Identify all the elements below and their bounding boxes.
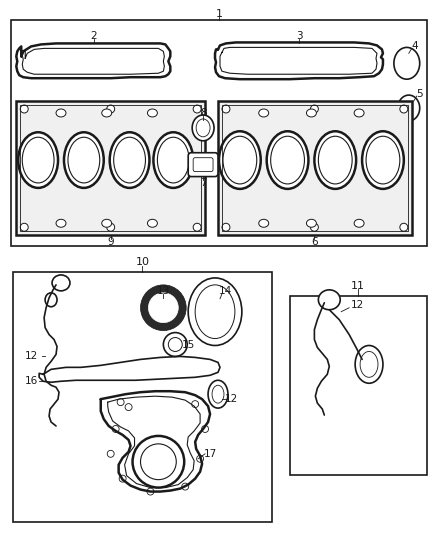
Text: 12: 12 bbox=[350, 300, 364, 310]
Text: 5: 5 bbox=[417, 89, 423, 99]
Ellipse shape bbox=[193, 223, 201, 231]
Ellipse shape bbox=[182, 483, 189, 490]
Ellipse shape bbox=[311, 105, 318, 113]
Ellipse shape bbox=[222, 223, 230, 231]
Text: 3: 3 bbox=[296, 31, 303, 42]
Text: 17: 17 bbox=[203, 449, 217, 459]
Ellipse shape bbox=[271, 136, 304, 184]
Ellipse shape bbox=[112, 425, 119, 432]
Bar bbox=[11, 20, 427, 246]
Ellipse shape bbox=[259, 219, 268, 227]
Ellipse shape bbox=[153, 132, 193, 188]
Ellipse shape bbox=[400, 105, 408, 113]
Ellipse shape bbox=[188, 278, 242, 345]
Ellipse shape bbox=[64, 132, 104, 188]
Bar bbox=[290, 296, 427, 475]
Ellipse shape bbox=[314, 131, 356, 189]
Ellipse shape bbox=[192, 401, 198, 408]
FancyBboxPatch shape bbox=[188, 153, 218, 176]
Text: 12: 12 bbox=[225, 394, 239, 404]
Text: 16: 16 bbox=[25, 376, 38, 386]
FancyBboxPatch shape bbox=[193, 158, 213, 172]
Text: 6: 6 bbox=[311, 237, 318, 247]
Ellipse shape bbox=[56, 109, 66, 117]
Ellipse shape bbox=[219, 131, 261, 189]
Ellipse shape bbox=[102, 219, 112, 227]
Ellipse shape bbox=[394, 47, 420, 79]
Ellipse shape bbox=[168, 337, 182, 351]
Text: 4: 4 bbox=[411, 42, 418, 51]
Ellipse shape bbox=[362, 131, 404, 189]
Ellipse shape bbox=[223, 136, 257, 184]
Text: 9: 9 bbox=[107, 237, 114, 247]
Text: 10: 10 bbox=[135, 257, 149, 267]
Ellipse shape bbox=[52, 275, 70, 291]
Ellipse shape bbox=[307, 109, 316, 117]
Ellipse shape bbox=[355, 345, 383, 383]
Ellipse shape bbox=[110, 132, 149, 188]
Ellipse shape bbox=[259, 109, 268, 117]
Text: 8: 8 bbox=[200, 108, 206, 118]
Ellipse shape bbox=[222, 105, 230, 113]
Bar bbox=[13, 272, 272, 522]
Ellipse shape bbox=[267, 131, 308, 189]
Ellipse shape bbox=[212, 385, 224, 403]
Ellipse shape bbox=[125, 403, 132, 410]
Ellipse shape bbox=[20, 105, 28, 113]
Ellipse shape bbox=[20, 223, 28, 231]
Ellipse shape bbox=[114, 137, 145, 183]
Ellipse shape bbox=[56, 219, 66, 227]
Text: 7: 7 bbox=[200, 177, 206, 188]
Ellipse shape bbox=[195, 285, 235, 338]
Bar bbox=[16, 101, 205, 235]
Ellipse shape bbox=[141, 444, 176, 480]
Ellipse shape bbox=[148, 293, 178, 322]
Ellipse shape bbox=[147, 488, 154, 495]
Ellipse shape bbox=[193, 105, 201, 113]
Ellipse shape bbox=[201, 425, 208, 432]
Text: 14: 14 bbox=[218, 286, 232, 296]
Ellipse shape bbox=[398, 95, 420, 121]
Bar bbox=[20, 105, 201, 231]
Text: 11: 11 bbox=[351, 281, 365, 291]
Ellipse shape bbox=[157, 137, 189, 183]
Text: 12: 12 bbox=[25, 351, 38, 361]
Ellipse shape bbox=[141, 285, 186, 330]
Ellipse shape bbox=[360, 351, 378, 377]
Ellipse shape bbox=[307, 219, 316, 227]
Ellipse shape bbox=[117, 399, 124, 406]
Text: 1: 1 bbox=[215, 9, 223, 19]
Ellipse shape bbox=[311, 223, 318, 231]
Ellipse shape bbox=[45, 293, 57, 307]
Ellipse shape bbox=[107, 105, 115, 113]
Ellipse shape bbox=[318, 136, 352, 184]
Ellipse shape bbox=[192, 115, 214, 141]
Ellipse shape bbox=[400, 223, 408, 231]
Ellipse shape bbox=[18, 132, 58, 188]
Ellipse shape bbox=[22, 137, 54, 183]
Text: 2: 2 bbox=[91, 31, 97, 42]
Ellipse shape bbox=[148, 219, 157, 227]
Ellipse shape bbox=[107, 450, 114, 457]
Ellipse shape bbox=[133, 436, 184, 488]
Text: 13: 13 bbox=[157, 286, 170, 296]
Ellipse shape bbox=[318, 290, 340, 310]
Ellipse shape bbox=[208, 380, 228, 408]
Ellipse shape bbox=[68, 137, 100, 183]
Ellipse shape bbox=[197, 455, 204, 462]
Ellipse shape bbox=[196, 119, 210, 137]
Ellipse shape bbox=[119, 475, 126, 482]
Ellipse shape bbox=[354, 109, 364, 117]
Bar bbox=[222, 105, 408, 231]
Ellipse shape bbox=[102, 109, 112, 117]
Ellipse shape bbox=[148, 109, 157, 117]
Ellipse shape bbox=[366, 136, 400, 184]
Ellipse shape bbox=[107, 223, 115, 231]
Ellipse shape bbox=[163, 333, 187, 357]
Bar bbox=[218, 101, 412, 235]
Text: 15: 15 bbox=[182, 340, 195, 350]
Ellipse shape bbox=[354, 219, 364, 227]
